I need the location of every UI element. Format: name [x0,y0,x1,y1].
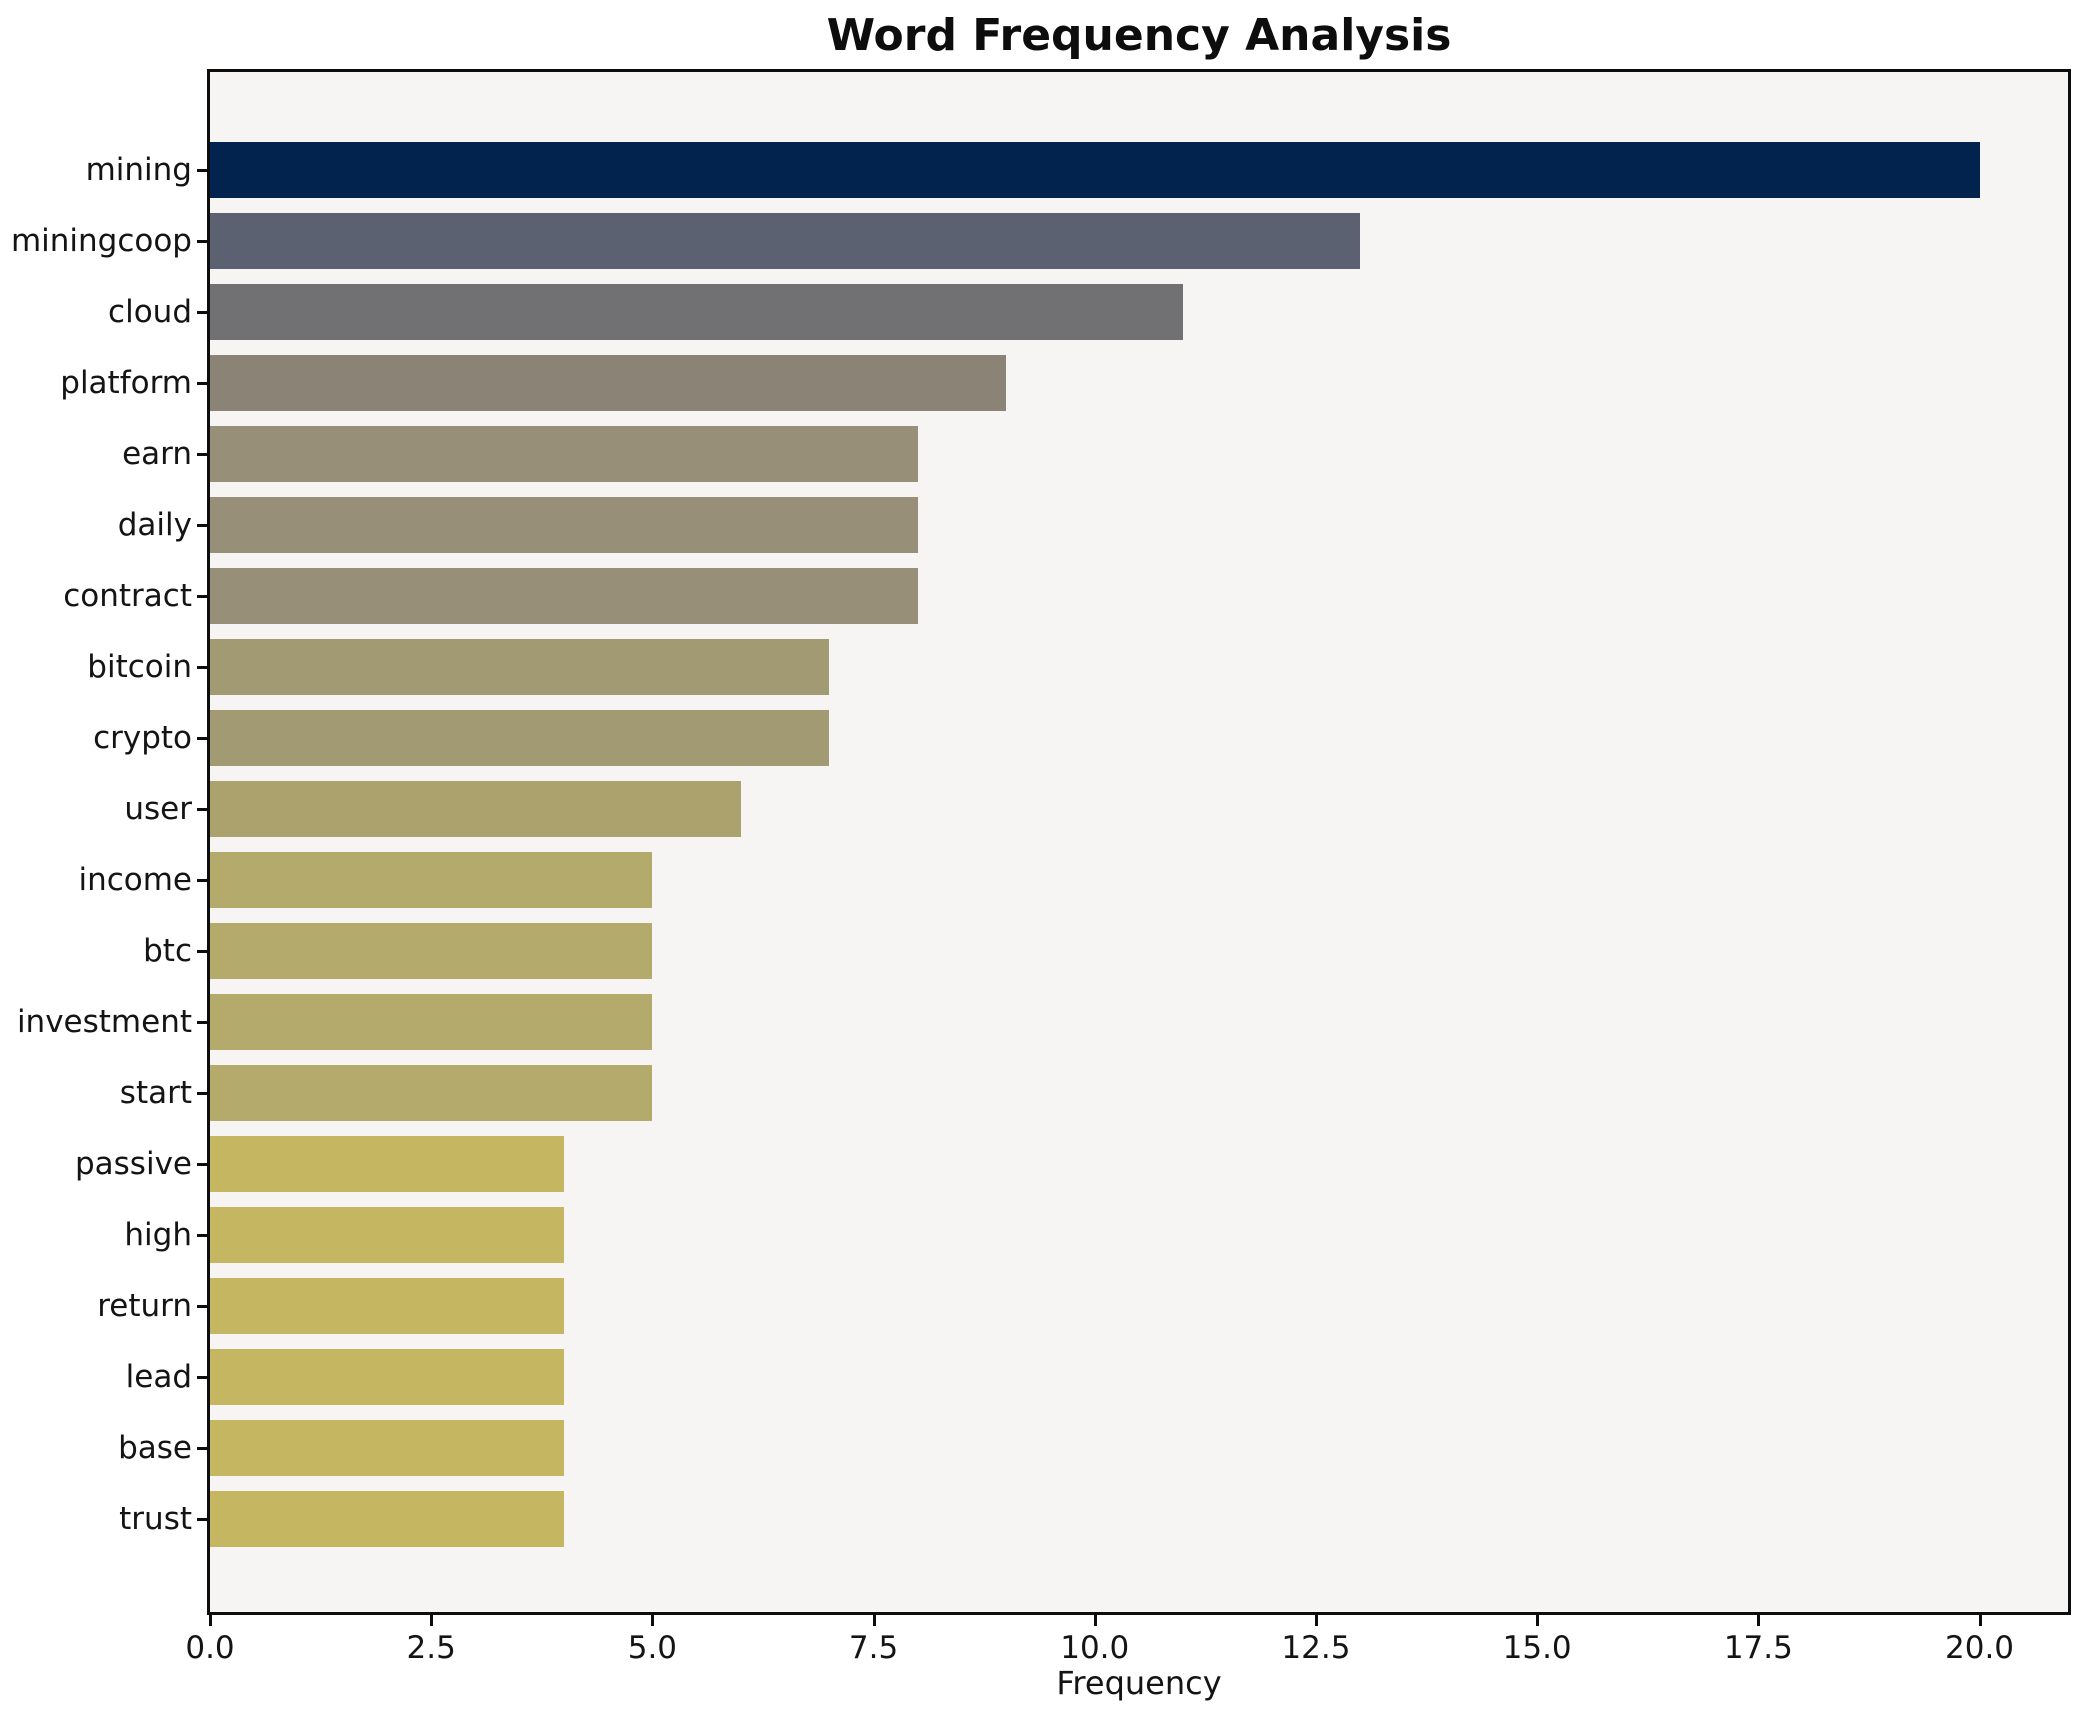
x-tick-mark [1757,1615,1761,1626]
y-tick-label-bitcoin: bitcoin [87,649,192,685]
y-tick-label-start: start [119,1075,192,1111]
y-tick-label-trust: trust [119,1501,192,1537]
bar-crypto [210,710,829,766]
y-tick-mark [197,1163,209,1166]
bar-contract [210,568,918,624]
y-tick-mark [197,1234,209,1237]
y-tick-mark [197,1092,209,1095]
y-tick-label-btc: btc [143,933,192,969]
bar-start [210,1065,652,1121]
x-tick-mark [430,1615,434,1626]
x-tick-label-7.5: 7.5 [848,1630,899,1666]
y-tick-mark [197,595,209,598]
bar-bitcoin [210,639,829,695]
y-tick-mark [197,808,209,811]
y-tick-label-contract: contract [63,578,192,614]
bar-mining [210,142,1980,198]
y-tick-label-miningcoop: miningcoop [10,223,192,259]
x-tick-mark [1536,1615,1540,1626]
bar-platform [210,355,1006,411]
x-tick-mark [1314,1615,1318,1626]
bar-high [210,1207,564,1263]
y-tick-label-earn: earn [122,436,192,472]
y-tick-mark [197,1021,209,1024]
bar-earn [210,426,918,482]
x-tick-label-2.5: 2.5 [406,1630,456,1666]
y-tick-mark [197,666,209,669]
bar-miningcoop [210,213,1360,269]
bar-user [210,781,741,837]
bar-investment [210,994,652,1050]
bar-btc [210,923,652,979]
x-tick-mark [1093,1615,1097,1626]
y-tick-mark [197,240,209,243]
y-tick-label-cloud: cloud [108,294,192,330]
x-tick-label-10.0: 10.0 [1060,1630,1130,1666]
y-tick-label-income: income [78,862,192,898]
y-tick-label-high: high [124,1217,192,1253]
x-tick-mark [872,1615,876,1626]
y-tick-label-user: user [124,791,192,827]
bar-base [210,1420,564,1476]
bar-passive [210,1136,564,1192]
x-tick-label-15.0: 15.0 [1502,1630,1572,1666]
x-tick-label-17.5: 17.5 [1723,1630,1793,1666]
plot-area [207,69,2071,1615]
bar-daily [210,497,918,553]
x-tick-mark [209,1615,212,1626]
x-tick-label-0.0: 0.0 [185,1630,235,1666]
x-axis-title: Frequency [1056,1664,1222,1702]
x-tick-mark [1978,1615,1982,1626]
y-tick-mark [197,1447,209,1450]
y-tick-label-investment: investment [16,1004,192,1040]
y-tick-mark [197,737,209,740]
bar-income [210,852,652,908]
y-tick-mark [197,524,209,527]
y-tick-mark [197,879,209,882]
x-tick-label-12.5: 12.5 [1281,1630,1351,1666]
y-tick-label-mining: mining [85,152,192,188]
y-tick-label-base: base [118,1430,192,1466]
y-tick-mark [197,1305,209,1308]
y-tick-mark [197,453,209,456]
y-tick-label-platform: platform [60,365,192,401]
bar-lead [210,1349,564,1405]
y-tick-label-return: return [97,1288,192,1324]
y-tick-mark [197,1376,209,1379]
y-tick-mark [197,311,209,314]
y-tick-label-lead: lead [125,1359,192,1395]
y-tick-mark [197,169,209,172]
x-tick-mark [651,1615,655,1626]
bar-cloud [210,284,1183,340]
y-tick-mark [197,382,209,385]
bar-trust [210,1491,564,1547]
bar-return [210,1278,564,1334]
y-tick-label-crypto: crypto [93,720,192,756]
y-tick-label-daily: daily [117,507,192,543]
chart-title: Word Frequency Analysis [826,10,1452,61]
x-tick-label-20.0: 20.0 [1945,1630,2015,1666]
x-tick-label-5.0: 5.0 [627,1630,678,1666]
y-tick-mark [197,1518,209,1521]
y-tick-mark [197,950,209,953]
y-tick-label-passive: passive [74,1146,192,1182]
